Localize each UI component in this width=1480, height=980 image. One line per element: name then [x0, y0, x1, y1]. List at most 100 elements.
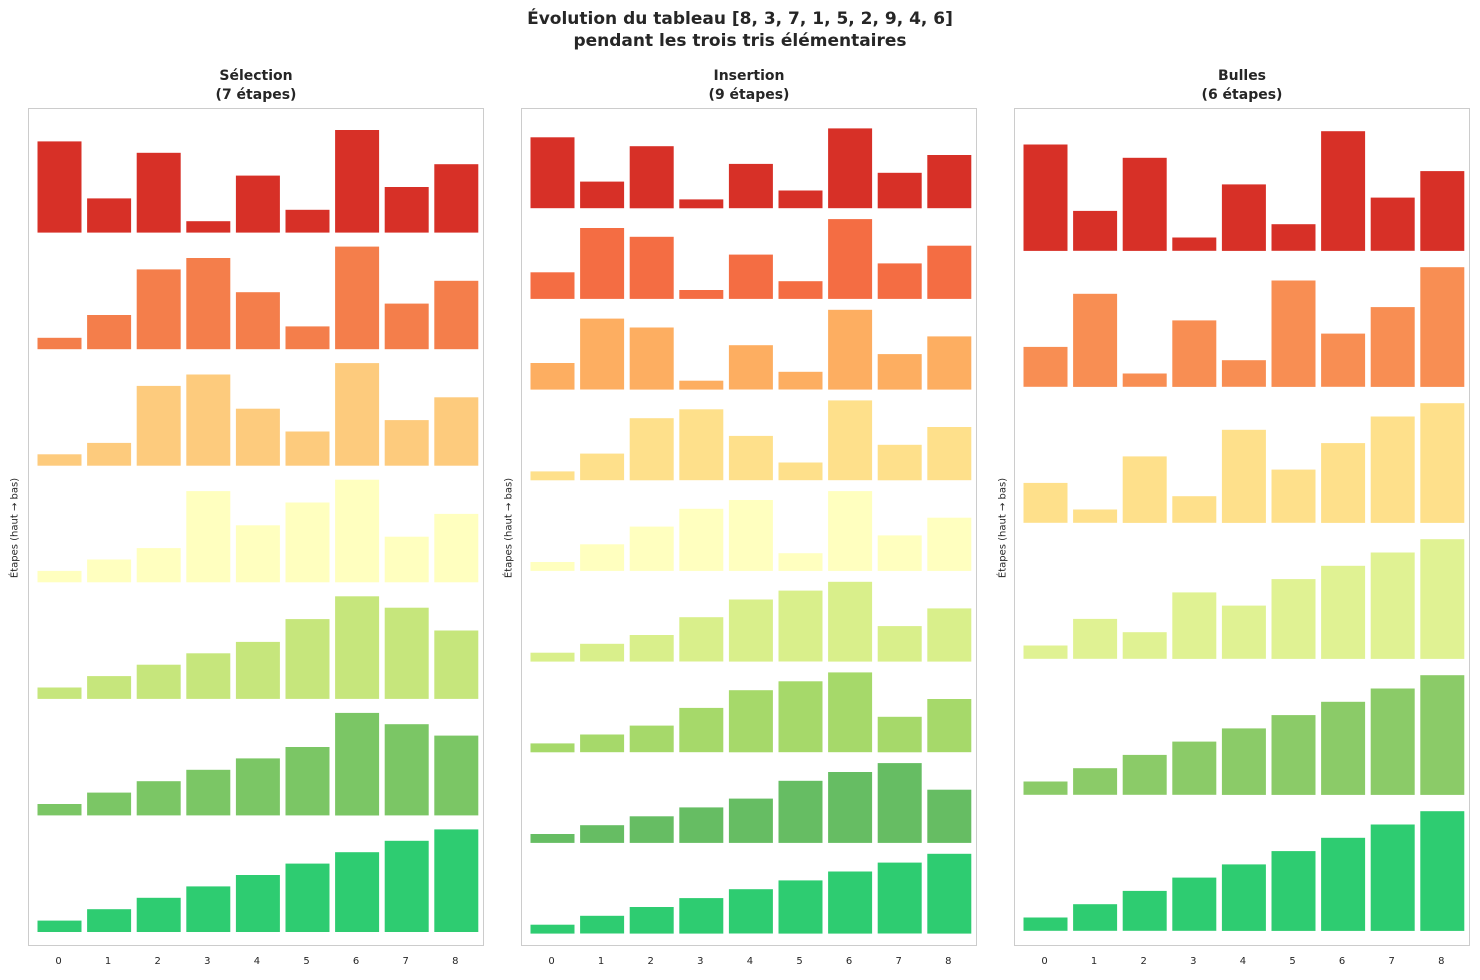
y-axis-label-insertion: Étapes (haut → bas): [503, 477, 515, 579]
x-tick-label: 7: [895, 956, 902, 967]
bar-step-1-index-8: [1420, 267, 1465, 387]
bar-step-7-index-8: [927, 789, 972, 843]
bar-step-4-index-8: [434, 630, 479, 699]
bar-step-4-index-5: [285, 619, 330, 699]
bar-step-7-index-1: [580, 825, 625, 843]
bar-step-6-index-4: [235, 875, 280, 932]
bar-step-4-index-8: [1420, 675, 1465, 795]
bar-step-0-index-3: [1172, 237, 1217, 251]
bar-step-2-index-7: [1370, 416, 1415, 523]
bar-step-4-index-1: [580, 544, 625, 571]
bar-step-1-index-3: [186, 258, 231, 350]
bar-step-2-index-1: [1073, 509, 1118, 523]
bar-step-3-index-3: [186, 491, 231, 583]
bar-step-6-index-3: [186, 886, 231, 932]
bar-step-4-index-4: [1221, 728, 1266, 795]
panel-title-text: Sélection: [219, 68, 293, 84]
bar-step-0-index-5: [1271, 224, 1316, 251]
bar-step-0-index-7: [877, 172, 922, 209]
x-tick-label: 8: [1438, 956, 1445, 967]
bar-step-0-index-6: [1321, 131, 1366, 251]
bar-step-0-index-0: [1023, 144, 1068, 251]
bar-step-4-index-7: [877, 535, 922, 571]
bar-step-5-index-5: [1271, 851, 1316, 931]
bar-step-0-index-2: [629, 146, 674, 209]
bar-step-8-index-8: [927, 853, 972, 934]
bar-step-4-index-6: [1321, 701, 1366, 795]
x-ticks-selection: 0 1 2 3 4 5 6 7 8: [28, 956, 484, 972]
x-tick-label: 5: [303, 956, 310, 967]
bar-step-5-index-4: [728, 599, 773, 662]
bar-step-5-index-0: [530, 652, 575, 662]
bar-step-4-index-2: [629, 526, 674, 571]
bars-svg-selection: [37, 130, 479, 932]
bar-step-0-index-5: [778, 190, 823, 209]
x-tick-label: 4: [253, 956, 261, 967]
bar-step-1-index-4: [1221, 360, 1266, 387]
bar-step-1-index-1: [1073, 293, 1118, 387]
bar-step-3-index-6: [335, 479, 380, 583]
bar-step-6-index-1: [580, 734, 625, 753]
bar-step-2-index-8: [434, 397, 479, 466]
bar-step-5-index-6: [1321, 837, 1366, 931]
x-tick-label: 0: [55, 956, 62, 967]
bar-step-3-index-7: [1370, 552, 1415, 659]
y-axis-label-selection: Étapes (haut → bas): [9, 477, 21, 579]
bar-step-0-index-7: [1370, 197, 1415, 251]
bar-step-3-index-0: [37, 570, 82, 583]
bar-step-5-index-8: [434, 735, 479, 816]
bar-step-6-index-0: [530, 743, 575, 753]
bar-step-6-index-5: [285, 863, 330, 932]
bars-svg-insertion: [530, 128, 972, 934]
bar-step-5-index-5: [778, 590, 823, 662]
bar-step-8-index-6: [828, 871, 873, 934]
bar-step-8-index-2: [629, 907, 674, 934]
bar-step-2-index-3: [679, 380, 724, 390]
bar-step-3-index-1: [580, 453, 625, 481]
bar-step-0-index-2: [136, 152, 181, 233]
chart-panel-bulles: [1014, 108, 1470, 946]
bar-step-3-index-4: [235, 525, 280, 583]
bar-step-6-index-6: [828, 672, 873, 753]
bar-step-4-index-3: [679, 508, 724, 571]
bar-step-0-index-8: [1420, 171, 1465, 251]
bar-step-5-index-6: [828, 581, 873, 662]
bar-step-3-index-6: [1321, 565, 1366, 659]
bar-step-0-index-3: [186, 221, 231, 233]
bar-step-4-index-1: [87, 676, 132, 699]
x-tick-label: 1: [104, 956, 112, 967]
bar-step-1-index-0: [37, 337, 82, 350]
bar-step-5-index-7: [877, 626, 922, 662]
bar-step-7-index-6: [828, 772, 873, 843]
x-tick-label: 6: [352, 956, 360, 967]
panel-title-insertion: Insertion (9 étapes): [521, 67, 977, 105]
bar-step-1-index-2: [136, 269, 181, 350]
bar-step-0-index-4: [728, 163, 773, 209]
bar-step-5-index-3: [679, 617, 724, 662]
bar-step-2-index-3: [186, 374, 231, 466]
bar-step-5-index-1: [580, 643, 625, 662]
bar-step-2-index-4: [1221, 429, 1266, 523]
bar-step-5-index-7: [384, 724, 429, 816]
bar-step-5-index-1: [87, 792, 132, 816]
bar-step-1-index-0: [1023, 346, 1068, 387]
bar-step-2-index-3: [1172, 496, 1217, 523]
bar-step-5-index-5: [285, 747, 330, 816]
bar-step-0-index-3: [679, 199, 724, 209]
bar-step-2-index-6: [1321, 443, 1366, 523]
panel-title-text: Bulles: [1217, 68, 1267, 84]
bar-step-1-index-0: [530, 272, 575, 299]
bar-step-6-index-5: [778, 681, 823, 753]
chart-panel-selection: [28, 108, 484, 946]
bar-step-3-index-5: [1271, 579, 1316, 659]
x-tick-label: 5: [796, 956, 803, 967]
bar-step-3-index-1: [1073, 618, 1118, 659]
bar-step-1-index-4: [728, 254, 773, 299]
bar-step-2-index-7: [384, 420, 429, 466]
bar-step-0-index-1: [580, 181, 625, 209]
x-tick-label: 1: [597, 956, 605, 967]
bar-step-2-index-0: [37, 454, 82, 466]
bar-step-4-index-7: [1370, 688, 1415, 795]
bar-step-4-index-2: [136, 664, 181, 699]
bar-step-1-index-3: [679, 290, 724, 299]
